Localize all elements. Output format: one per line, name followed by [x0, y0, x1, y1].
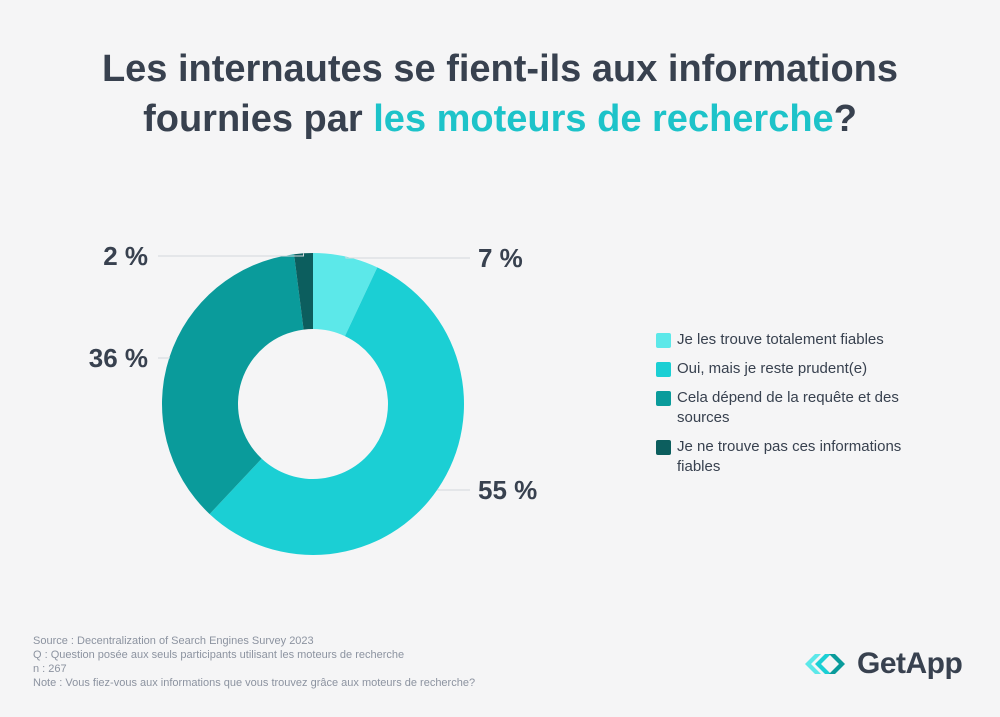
title-end: ? — [833, 98, 857, 140]
legend-label-line: Cela dépend de la requête et des — [677, 389, 899, 406]
getapp-chevrons-icon — [805, 654, 845, 674]
footer-sample-size: n : 267 — [33, 663, 67, 675]
legend-label-line: fiables — [677, 458, 721, 475]
legend-label: Oui, mais je reste prudent(e) — [677, 359, 867, 379]
legend-item: Je les trouve totalement fiables — [656, 330, 966, 350]
footer-question: Q : Question posée aux seuls participant… — [33, 649, 405, 661]
legend-label-line: Je ne trouve pas ces informations — [677, 438, 902, 455]
getapp-logo: GetApp — [805, 647, 963, 681]
slice-yes-but-cautious — [209, 267, 465, 556]
logo-text: GetApp — [857, 647, 963, 680]
legend-item: Je ne trouve pas ces informations fiables — [656, 437, 966, 477]
value-labels: 7 % 55 % 36 % 2 % — [89, 241, 538, 505]
legend-item: Cela dépend de la requête et des sources — [656, 388, 966, 428]
legend: Je les trouve totalement fiables Oui, ma… — [656, 330, 966, 486]
chart-title: Les internautes se fient-ils aux informa… — [0, 44, 1000, 144]
title-line-2: fournies par les moteurs de recherche? — [0, 94, 1000, 144]
legend-swatch — [656, 391, 671, 406]
legend-label: Je les trouve totalement fiables — [677, 330, 884, 350]
legend-swatch — [656, 333, 671, 348]
legend-item: Oui, mais je reste prudent(e) — [656, 359, 966, 379]
legend-label: Cela dépend de la requête et des sources — [677, 388, 899, 428]
leader-line — [345, 256, 470, 259]
title-line-2-text: fournies par — [143, 98, 363, 140]
legend-label-line: sources — [677, 409, 730, 426]
title-line-1: Les internautes se fient-ils aux informa… — [101, 48, 899, 90]
value-label-not-reliable: 2 % — [103, 241, 148, 271]
leader-line — [158, 253, 305, 257]
leader-line — [437, 488, 470, 491]
footer-notes: Source : Decentralization of Search Engi… — [33, 634, 475, 690]
legend-swatch — [656, 362, 671, 377]
legend-swatch — [656, 440, 671, 455]
value-label-depends: 36 % — [89, 343, 148, 373]
donut-slices — [162, 253, 465, 556]
footer-note: Note : Vous fiez-vous aux informations q… — [33, 677, 476, 689]
slice-totally-reliable — [313, 253, 378, 337]
legend-label-line: Oui, mais je reste prudent(e) — [677, 360, 868, 377]
slice-not-reliable — [294, 253, 313, 330]
legend-label-line: Je les trouve totalement fiables — [677, 331, 884, 348]
footer-source: Source : Decentralization of Search Engi… — [33, 635, 314, 647]
leader-lines — [158, 253, 470, 491]
value-label-totally-reliable: 7 % — [478, 243, 523, 273]
value-label-yes-but-cautious: 55 % — [478, 475, 537, 505]
slice-depends — [162, 254, 304, 515]
leader-line — [158, 357, 170, 359]
legend-label: Je ne trouve pas ces informations fiables — [677, 437, 901, 477]
title-highlight: les moteurs de recherche — [373, 98, 834, 140]
